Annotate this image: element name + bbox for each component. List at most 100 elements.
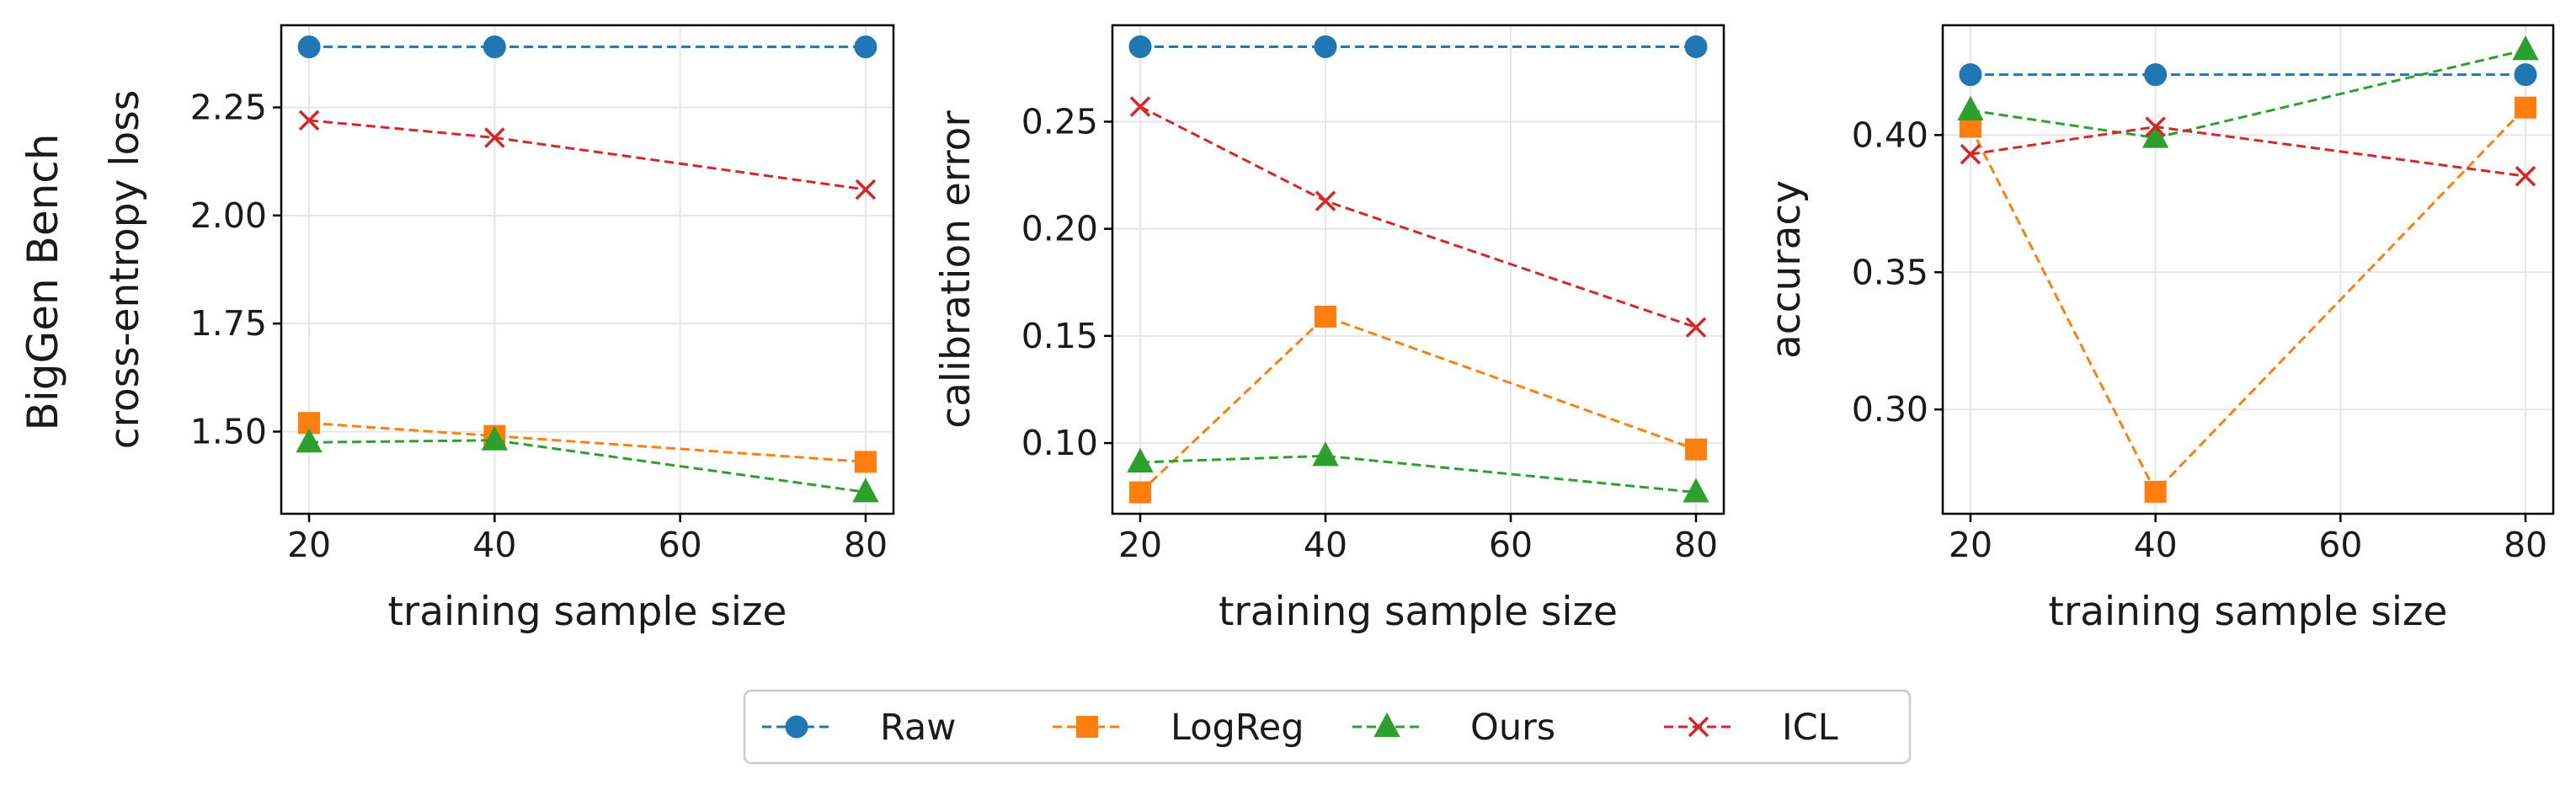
y-tick-label: 0.10: [1021, 423, 1098, 463]
x-tick-label: 80: [1674, 525, 1718, 565]
x-axis-label: training sample size: [2049, 589, 2448, 635]
y-axis-label: accuracy: [1763, 180, 1810, 359]
data-point-icl: [1129, 96, 1151, 117]
data-point-icl: [2515, 165, 2536, 187]
series-line-ours: [309, 439, 867, 494]
series-line-icl: [308, 119, 867, 191]
x-tick-label: 60: [1489, 525, 1533, 565]
y-tick-label: 1.75: [190, 303, 267, 344]
row-label: BigGen Bench: [19, 134, 67, 431]
data-point-raw: [2144, 63, 2168, 87]
data-point-ours: [2141, 123, 2169, 148]
y-tick-label: 0.15: [1021, 316, 1098, 356]
axes-frame: [1941, 24, 2555, 515]
data-point-logreg: [1685, 438, 1707, 461]
data-point-logreg: [2144, 480, 2167, 503]
y-tick-label: 1.50: [190, 411, 267, 451]
plots: 20 40 60 80 1.50 1.75 2.00 2.25 training sample …: [102, 24, 2555, 635]
y-tick-label: 0.40: [1852, 115, 1928, 155]
y-tick-label: 0.35: [1852, 252, 1928, 292]
y-tick-label: 2.25: [190, 88, 267, 128]
x-tick-label: 60: [659, 525, 702, 565]
legend-label: Raw: [880, 707, 956, 749]
legend-label: Ours: [1470, 707, 1555, 749]
series-raw: [1959, 63, 2537, 87]
x-tick-label: 80: [844, 525, 888, 565]
data-point-logreg: [854, 451, 877, 473]
data-point-icl: [2145, 116, 2166, 137]
series-raw: [1128, 35, 1708, 58]
x-tick-label: 40: [1304, 525, 1347, 565]
series-line-ours: [1139, 454, 1697, 494]
x-tick-label: 80: [2504, 525, 2547, 565]
legend-marker-ours: [1373, 712, 1400, 737]
legend-label: ICL: [1782, 707, 1838, 749]
y-tick-label: 2.00: [190, 195, 267, 236]
series-line-ours: [1970, 48, 2526, 140]
legend-marker-icl: [1688, 716, 1709, 738]
data-point-icl: [484, 127, 505, 148]
y-axis-label: cross-entropy loss: [102, 90, 148, 449]
data-point-logreg: [1315, 305, 1336, 328]
data-point-raw: [1314, 35, 1337, 58]
x-tick-label: 40: [2134, 525, 2178, 565]
series-line-logreg: [308, 421, 867, 463]
data-point-raw: [1128, 35, 1152, 58]
data-point-logreg: [2515, 96, 2537, 119]
y-tick-label: 0.20: [1021, 209, 1098, 249]
legend-marker-raw: [785, 715, 808, 739]
data-point-ours: [481, 425, 509, 451]
data-point-ours: [1127, 447, 1154, 472]
x-axis-label: training sample size: [1219, 589, 1618, 635]
data-point-ours: [1683, 478, 1709, 503]
series-line-icl: [1139, 105, 1697, 329]
data-point-raw: [483, 35, 506, 59]
y-axis-label: calibration error: [933, 110, 979, 429]
axes-frame: [1111, 24, 1725, 515]
series-line-logreg: [1139, 315, 1697, 494]
legend: Raw LogReg Ours ICL: [743, 689, 1912, 765]
x-tick-label: 40: [472, 525, 516, 565]
legend-entry-ours: Ours: [1352, 707, 1555, 749]
data-point-raw: [854, 35, 877, 59]
series-ours: [1127, 441, 1709, 503]
legend-box: [743, 689, 1912, 765]
x-tick-label: 20: [1118, 525, 1162, 565]
legend-label: LogReg: [1171, 707, 1304, 749]
y-tick-label: 0.25: [1021, 101, 1098, 141]
series-ours: [1957, 35, 2539, 148]
x-tick-label: 60: [2318, 525, 2362, 565]
data-point-raw: [1959, 63, 1982, 87]
data-point-icl: [855, 179, 877, 200]
data-point-raw: [297, 35, 321, 59]
data-point-icl: [298, 109, 320, 131]
data-point-icl: [1960, 143, 1981, 165]
data-point-ours: [1957, 95, 1984, 121]
data-point-ours: [852, 478, 879, 503]
x-tick-label: 20: [1949, 525, 1992, 565]
legend-marker-logreg: [1076, 716, 1098, 738]
data-point-ours: [2512, 35, 2539, 61]
legend-entry-raw: Raw: [762, 707, 956, 749]
y-tick-label: 0.30: [1852, 389, 1928, 430]
data-point-raw: [1684, 35, 1708, 58]
series-raw: [297, 35, 877, 59]
x-tick-label: 20: [287, 525, 331, 565]
chart-panel-3: 20 40 60 80 0.30 0.35 0.40 training sample size…: [1763, 24, 2555, 635]
data-point-ours: [1312, 441, 1339, 467]
data-point-ours: [296, 428, 323, 453]
data-point-icl: [1315, 190, 1336, 211]
series-icl: [1129, 96, 1707, 338]
series-ours: [296, 425, 879, 503]
data-point-logreg: [1129, 481, 1151, 504]
series-icl: [1960, 116, 2536, 187]
chart-panel-1: 20 40 60 80 1.50 1.75 2.00 2.25 training sample …: [102, 24, 895, 635]
series-logreg: [1129, 305, 1707, 504]
series-logreg: [1959, 96, 2537, 503]
data-point-icl: [1685, 317, 1707, 338]
series-icl: [298, 109, 877, 200]
chart-panel-2: 20 40 60 80 0.10 0.15 0.20 0.25 training sample …: [933, 24, 1725, 635]
data-point-raw: [2514, 63, 2537, 87]
legend-entry-logreg: LogReg: [1053, 707, 1304, 749]
